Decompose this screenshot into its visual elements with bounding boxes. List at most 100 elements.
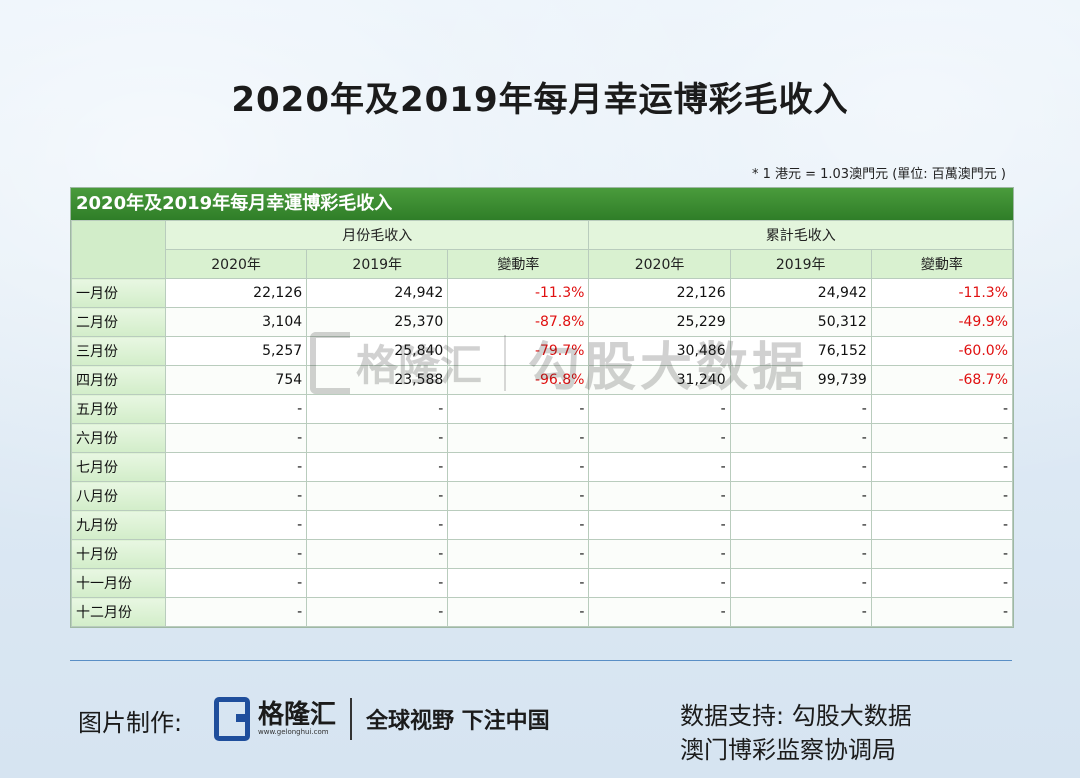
table-cell: 30,486 xyxy=(588,336,731,366)
month-label: 四月份 xyxy=(71,365,166,395)
table-row: 二月份 3,104 25,370 -87.8% 25,229 50,312 -49.9% xyxy=(71,307,1014,337)
table-cell: - xyxy=(164,394,308,424)
table-cell: - xyxy=(588,423,731,453)
table-row: 十一月份 - - - - - - xyxy=(71,568,1014,598)
credit-label: 图片制作: xyxy=(78,709,183,737)
table-cell: 25,370 xyxy=(306,307,449,337)
table-cell: - xyxy=(870,452,1014,482)
month-label: 八月份 xyxy=(71,481,166,511)
table-cell: 5,257 xyxy=(164,336,308,366)
month-label: 一月份 xyxy=(71,278,166,308)
month-label: 六月份 xyxy=(71,423,166,453)
table-title: 2020年及2019年每月幸運博彩毛收入 xyxy=(71,188,1013,220)
table-cell: - xyxy=(588,597,731,627)
table-cell: - xyxy=(588,452,731,482)
brand-url: www.gelonghui.com xyxy=(258,728,329,736)
table-cell: - xyxy=(588,394,731,424)
table-cell: 25,840 xyxy=(306,336,449,366)
table-cell: 99,739 xyxy=(729,365,872,395)
table-cell: 76,152 xyxy=(729,336,872,366)
currency-note: * 1 港元 = 1.03澳門元 (單位: 百萬澳門元 ) xyxy=(751,167,1006,182)
table-cell: - xyxy=(729,394,872,424)
table-cell: - xyxy=(306,568,449,598)
table-cell: - xyxy=(447,597,590,627)
table-cell: -11.3% xyxy=(447,278,590,308)
table-cell: - xyxy=(306,481,449,511)
brand-logo: 格隆汇 www.gelonghui.com 全球视野 下注中国 xyxy=(214,697,550,741)
table-cell: - xyxy=(447,539,590,569)
table-row: 五月份 - - - - - - xyxy=(71,394,1014,424)
table-row: 十二月份 - - - - - - xyxy=(71,597,1014,627)
table-cell: 31,240 xyxy=(588,365,731,395)
table-cell: -60.0% xyxy=(870,336,1014,366)
table-cell: - xyxy=(729,539,872,569)
table-cell: - xyxy=(729,568,872,598)
sub-header-row: 2020年 2019年 變動率 2020年 2019年 變動率 xyxy=(72,249,1014,279)
table-cell: - xyxy=(306,423,449,453)
revenue-table: 月份毛收入 累計毛收入 2020年 2019年 變動率 2020年 2019年 變動率 一… xyxy=(71,220,1014,627)
column-header: 2019年 xyxy=(306,249,449,279)
table-body: 一月份 22,126 24,942 -11.3% 22,126 24,942 -11.3% 二… xyxy=(71,278,1014,627)
table-cell: - xyxy=(447,510,590,540)
table-cell: - xyxy=(306,452,449,482)
table-cell: - xyxy=(729,481,872,511)
month-label: 九月份 xyxy=(71,510,166,540)
table-corner-cell xyxy=(71,220,166,279)
group-header-cumulative: 累計毛收入 xyxy=(588,220,1013,250)
table-row: 八月份 - - - - - - xyxy=(71,481,1014,511)
table-cell: - xyxy=(729,423,872,453)
table-cell: - xyxy=(164,539,308,569)
column-header: 2019年 xyxy=(729,249,872,279)
table-cell: - xyxy=(729,452,872,482)
table-cell: 25,229 xyxy=(588,307,731,337)
table-cell: - xyxy=(729,510,872,540)
table-cell: - xyxy=(447,452,590,482)
table-cell: - xyxy=(588,568,731,598)
footer-divider xyxy=(70,660,1012,661)
table-cell: - xyxy=(164,597,308,627)
month-label: 三月份 xyxy=(71,336,166,366)
table-cell: - xyxy=(588,539,731,569)
table-cell: - xyxy=(306,597,449,627)
brand-name: 格隆汇 xyxy=(258,700,337,730)
table-cell: - xyxy=(729,597,872,627)
table-cell: - xyxy=(306,510,449,540)
table-cell: - xyxy=(870,394,1014,424)
table-cell: - xyxy=(306,539,449,569)
table-row: 三月份 5,257 25,840 -79.7% 30,486 76,152 -60.0% xyxy=(71,336,1014,366)
column-header: 2020年 xyxy=(588,249,731,279)
table-cell: - xyxy=(306,394,449,424)
table-cell: - xyxy=(164,510,308,540)
table-cell: - xyxy=(870,539,1014,569)
table-cell: - xyxy=(164,452,308,482)
brand-slogan: 全球视野 下注中国 xyxy=(366,709,550,734)
brand-g-icon xyxy=(214,697,250,741)
table-cell: 24,942 xyxy=(306,278,449,308)
table-cell: - xyxy=(164,423,308,453)
table-cell: -96.8% xyxy=(447,365,590,395)
table-cell: -68.7% xyxy=(870,365,1014,395)
table-cell: 3,104 xyxy=(164,307,308,337)
table-row: 六月份 - - - - - - xyxy=(71,423,1014,453)
table-row: 四月份 754 23,588 -96.8% 31,240 99,739 -68.7% xyxy=(71,365,1014,395)
table-cell: 24,942 xyxy=(729,278,872,308)
column-header: 變動率 xyxy=(447,249,590,279)
table-cell: 754 xyxy=(164,365,308,395)
table-cell: 22,126 xyxy=(164,278,308,308)
table-cell: - xyxy=(164,481,308,511)
table-cell: - xyxy=(870,568,1014,598)
page-title: 2020年及2019年每月幸运博彩毛收入 xyxy=(231,80,849,120)
table-cell: - xyxy=(588,481,731,511)
brand-divider xyxy=(350,698,353,740)
table-cell: - xyxy=(447,423,590,453)
revenue-table-panel: 2020年及2019年每月幸運博彩毛收入 月份毛收入 累計毛收入 2020年 20… xyxy=(70,187,1014,628)
table-cell: - xyxy=(447,394,590,424)
table-row: 十月份 - - - - - - xyxy=(71,539,1014,569)
support-line-2: 澳门博彩监察协调局 xyxy=(680,736,896,764)
month-label: 五月份 xyxy=(71,394,166,424)
table-cell: - xyxy=(870,423,1014,453)
table-cell: - xyxy=(870,597,1014,627)
support-line-1: 数据支持: 勾股大数据 xyxy=(680,702,912,730)
data-support: 数据支持: 勾股大数据 澳门博彩监察协调局 xyxy=(680,699,912,767)
month-label: 十月份 xyxy=(71,539,166,569)
